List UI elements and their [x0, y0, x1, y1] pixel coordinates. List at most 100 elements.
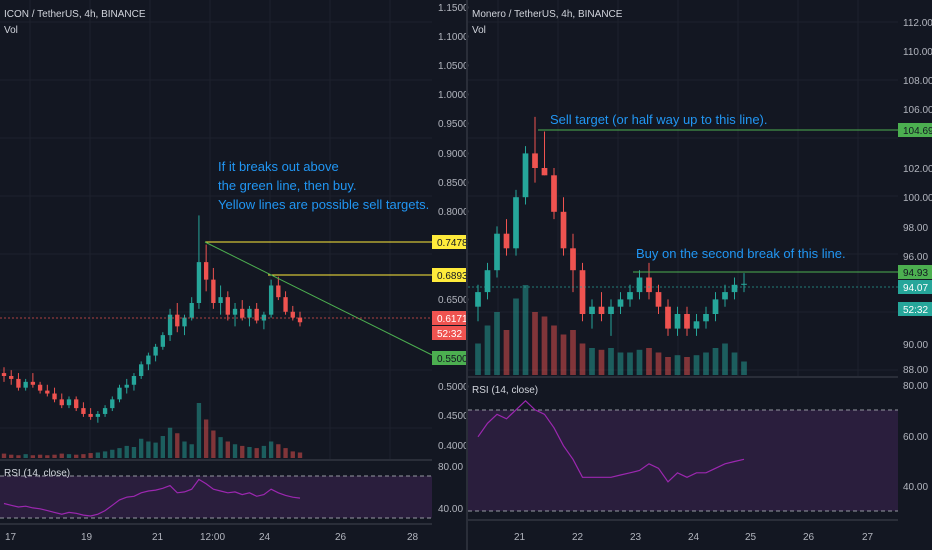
left-price-tick: 0.4000 [438, 441, 469, 452]
volume-bar [570, 330, 576, 375]
candle-body [218, 297, 223, 303]
right-drawings [468, 129, 898, 288]
volume-bar [117, 448, 122, 458]
volume-bar [703, 352, 709, 375]
volume-bar [102, 451, 108, 458]
candle-body [513, 197, 519, 249]
candle-body [475, 292, 481, 307]
left-time-tick: 19 [81, 532, 93, 543]
right-tag-bg [898, 123, 932, 137]
candle-body [117, 387, 122, 400]
left-tag-bg [432, 235, 466, 249]
right-time-tick: 24 [688, 532, 700, 543]
left-tag-bg [432, 268, 466, 282]
volume-bar [532, 312, 538, 375]
candle-body [598, 306, 605, 314]
candle-body [211, 279, 216, 303]
candle-body [627, 292, 633, 300]
left-time-tick: 21 [152, 532, 164, 543]
volume-bar [203, 419, 209, 458]
left-tag-green: 0.5500 [437, 354, 468, 365]
volume-bar [608, 348, 614, 375]
left-tag-yellow-lower: 0.6893 [437, 271, 468, 282]
left-grid [0, 0, 432, 460]
right-tag-price: 94.07 [903, 283, 928, 294]
candle-body [139, 364, 144, 376]
left-vol-label: Vol [4, 25, 18, 36]
volume-bar [146, 441, 151, 458]
left-price-tick: 1.0000 [438, 90, 469, 101]
volume-bar [23, 454, 28, 458]
left-tag-bg [432, 311, 466, 325]
left-price-axis[interactable]: 1.1500 1.1000 1.0500 1.0000 0.9500 0.900… [432, 0, 469, 524]
candle-body [703, 314, 709, 322]
left-tag-bg [432, 326, 466, 340]
volume-bar [283, 448, 288, 458]
volume-bar [741, 361, 747, 375]
candle-body [276, 285, 281, 298]
candle-body [551, 175, 557, 212]
candle-body [189, 303, 194, 318]
volume-bar [110, 449, 115, 458]
volume-bar [522, 285, 529, 375]
right-price-tick: 102.00 [903, 164, 932, 175]
right-price-tick: 108.00 [903, 76, 932, 87]
left-candles [1, 215, 303, 423]
candle-body [297, 317, 303, 323]
left-title: ICON / TetherUS, 4h, BINANCE [4, 9, 146, 20]
right-rsi-line [477, 399, 745, 483]
candle-body [81, 408, 86, 414]
left-price-tick: 1.0500 [438, 61, 469, 72]
right-time-axis[interactable]: 21 22 23 24 25 26 27 [514, 532, 874, 543]
right-tag-breakout: 94.93 [903, 268, 928, 279]
candle-body [290, 311, 295, 318]
left-price-tick: 0.6500 [438, 295, 469, 306]
right-price-axis[interactable]: 112.00 110.00 108.00 106.00 102.00 100.0… [898, 0, 932, 520]
right-tag-timer: 52:32 [903, 305, 928, 316]
volume-bar [646, 348, 652, 375]
candle-body [665, 306, 671, 329]
candle-body [232, 308, 238, 315]
candle-body [731, 284, 738, 293]
volume-bar [560, 334, 567, 375]
left-price-tick: 0.8500 [438, 178, 469, 189]
volume-bar [37, 454, 43, 458]
left-price-tick: 0.8000 [438, 207, 469, 218]
volume-bar [617, 352, 624, 375]
candle-body [247, 308, 252, 318]
candle-body [712, 299, 719, 314]
right-time-tick: 26 [803, 532, 815, 543]
right-rsi-label: RSI (14, close) [472, 385, 538, 396]
candle-body [684, 314, 690, 329]
right-price-tick: 98.00 [903, 223, 928, 234]
candle-body [579, 270, 586, 314]
left-rsi-line [3, 478, 301, 517]
volume-bar [297, 452, 303, 458]
right-tag-bg [898, 280, 932, 294]
right-price-tick: 110.00 [903, 47, 932, 58]
volume-bar [261, 445, 267, 458]
left-time-axis[interactable]: 17 19 21 12:00 24 26 28 [5, 532, 419, 543]
volume-bar [254, 448, 259, 458]
candle-body [608, 306, 614, 314]
candle-body [522, 153, 529, 198]
candle-body [175, 314, 180, 327]
left-drawings [0, 241, 433, 356]
candle-body [655, 292, 662, 307]
volume-bar [175, 433, 180, 458]
right-rsi-band [468, 410, 898, 511]
candle-body [636, 277, 643, 293]
candle-body [160, 335, 165, 347]
right-price-tick: 100.00 [903, 193, 932, 204]
right-note-sell: Sell target (or half way up to this line… [550, 112, 768, 127]
volume-bar [225, 441, 230, 458]
volume-bar [598, 349, 605, 375]
volume-bar [95, 452, 101, 458]
left-note-line-2: the green line, then buy. [218, 178, 357, 193]
candle-body [74, 399, 79, 409]
volume-bar [196, 403, 202, 458]
left-time-tick: 28 [407, 532, 419, 543]
volume-bar [513, 298, 519, 375]
candle-body [131, 376, 137, 385]
